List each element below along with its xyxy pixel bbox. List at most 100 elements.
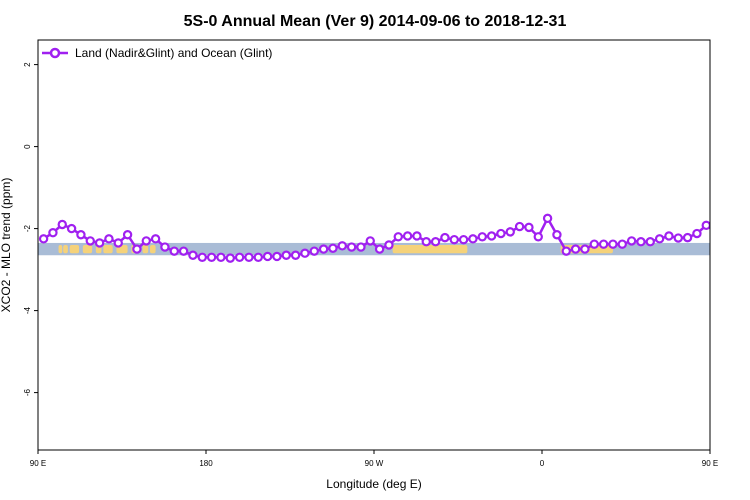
land-region [740, 245, 749, 253]
data-point [281, 250, 291, 260]
data-point [356, 242, 366, 252]
data-point [150, 234, 161, 244]
data-point [412, 231, 422, 241]
data-point [552, 230, 562, 240]
data-point [608, 239, 618, 249]
data-point [318, 244, 329, 254]
data-point [731, 239, 738, 246]
data-point [104, 234, 114, 244]
x-tick-label: 0 [540, 459, 545, 468]
land-region [150, 244, 156, 254]
data-point [712, 225, 719, 232]
data-point [701, 220, 710, 231]
data-point [542, 213, 553, 224]
data-point [468, 234, 478, 244]
data-point [346, 242, 357, 252]
data-point [272, 251, 282, 262]
land-region [103, 244, 113, 254]
data-point [374, 244, 385, 254]
x-axis-label: Longitude (deg E) [326, 477, 421, 491]
x-tick-label: 90 E [30, 459, 46, 468]
data-point [524, 222, 534, 233]
x-tick-label: 180 [199, 459, 213, 468]
legend-marker [49, 47, 61, 59]
data-point [654, 234, 665, 244]
data-point [206, 252, 217, 262]
data-point [430, 237, 441, 247]
data-point [645, 237, 655, 247]
data-point [132, 244, 142, 254]
data-point [721, 231, 728, 238]
data-point [188, 250, 198, 260]
data-point [533, 232, 543, 242]
data-point [328, 243, 338, 253]
data-point [234, 252, 245, 262]
data-point [57, 219, 67, 230]
chart-title: 5S-0 Annual Mean (Ver 9) 2014-09-06 to 2… [184, 13, 567, 30]
x-axis: 90 E 180 90 W 0 90 E [30, 450, 718, 468]
x-tick-label: 90 W [365, 459, 384, 468]
data-point [94, 238, 105, 248]
data-point [598, 239, 609, 249]
data-point [580, 244, 590, 254]
data-point [617, 239, 627, 249]
data-point [673, 233, 683, 243]
data-point [421, 237, 431, 247]
y-tick-label: -6 [23, 388, 32, 396]
data-point [290, 250, 301, 260]
data-point [244, 252, 254, 262]
land-region [58, 244, 63, 254]
data-point [384, 240, 394, 250]
land-region [727, 245, 736, 253]
ocean-band [38, 242, 710, 256]
y-axis: 2 0 -2 -4 -6 [23, 62, 38, 396]
data-point [589, 239, 599, 249]
data-point [402, 231, 413, 241]
data-point [561, 246, 571, 256]
series-layer [38, 213, 747, 263]
data-point [505, 227, 515, 237]
data-point [664, 231, 674, 241]
y-tick-label: -2 [23, 224, 32, 232]
data-point [48, 227, 58, 238]
data-point [76, 230, 86, 240]
data-point [253, 252, 263, 262]
data-point [740, 239, 747, 246]
legend: Land (Nadir&Glint) and Ocean (Glint) [42, 46, 272, 60]
legend-label: Land (Nadir&Glint) and Ocean (Glint) [75, 46, 272, 60]
data-point [38, 234, 49, 244]
data-point [178, 246, 189, 256]
data-point [496, 228, 506, 239]
data-point [458, 234, 469, 245]
data-point [160, 242, 170, 252]
land-region [142, 244, 149, 254]
y-tick-label: 2 [23, 62, 32, 67]
y-axis-label: XCO2 - MLO trend (ppm) [0, 178, 13, 313]
data-point [113, 238, 123, 248]
x-tick-label: 90 E [702, 459, 718, 468]
data-point [225, 253, 235, 263]
data-point [636, 237, 646, 247]
data-point [477, 232, 487, 242]
data-point [486, 231, 497, 241]
data-point [262, 251, 273, 262]
data-point [570, 244, 581, 254]
data-point [514, 221, 525, 232]
land-region [82, 244, 93, 254]
y-tick-label: 0 [23, 144, 32, 149]
land-region [392, 244, 468, 254]
data-point [197, 252, 207, 262]
y-tick-label: -4 [23, 306, 32, 314]
data-point [85, 236, 95, 246]
data-point [141, 236, 151, 246]
land-region [716, 245, 720, 253]
data-point [122, 230, 133, 240]
data-point [66, 223, 77, 234]
land-region [69, 244, 80, 254]
data-point [440, 232, 450, 243]
data-point [365, 236, 375, 246]
data-point [337, 241, 347, 251]
data-point [169, 246, 179, 256]
data-point [626, 236, 637, 246]
